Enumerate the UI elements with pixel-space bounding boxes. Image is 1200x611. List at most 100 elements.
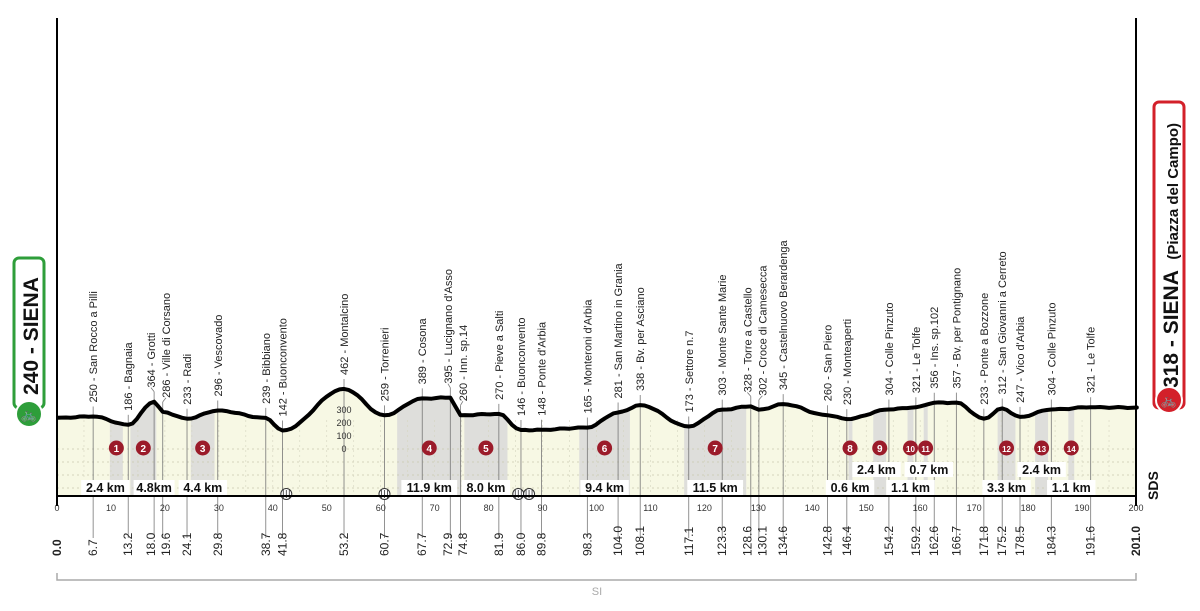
sector-length: 1.1 km (891, 481, 930, 495)
sector-number: 2 (141, 444, 147, 455)
elevation-profile (56, 386, 1139, 433)
sector-length-bg (1017, 462, 1066, 477)
place-label: 364 - Grotti (146, 333, 158, 388)
sector-marker-1: 1 2.4 km (81, 440, 130, 495)
place-label: 304 - Colle Pinzuto (884, 303, 896, 396)
sector-length-bg (982, 480, 1031, 495)
level-crossing-icon (378, 488, 391, 500)
sector-number: 10 (906, 445, 915, 454)
km-label: 19.6 (159, 532, 173, 556)
km-label: 159.2 (909, 526, 923, 556)
sector-marker-7: 7 11.5 km (687, 440, 744, 495)
place-label: 239 - Bibbiano (261, 333, 273, 404)
km-label: 130.1 (755, 526, 769, 556)
sector-length: 2.4 km (857, 463, 896, 477)
km-label: 166.7 (949, 526, 963, 556)
place-label: 250 - San Rocco a Pilli (88, 291, 100, 402)
sector-number: 9 (877, 444, 883, 455)
km-label: 74.8 (456, 532, 470, 556)
sector-length: 8.0 km (466, 481, 505, 495)
sector-marker-2: 2 4.8km (133, 440, 175, 495)
place-label: 321 - Le Tolfe (911, 327, 923, 393)
place-label: 357 - Bv. per Pontignano (951, 268, 963, 389)
level-crossing-icon (280, 488, 293, 500)
sector-length: 3.3 km (987, 481, 1026, 495)
level-crossing-icon (523, 488, 536, 500)
sector-marker-8: 8 0.6 km (825, 440, 875, 495)
sector-number-badge (135, 440, 151, 456)
sky-mask (57, 380, 1137, 431)
sector-number-badge (872, 440, 888, 456)
sector-marker-11: 11 0.7 km (904, 440, 954, 477)
leader-line-jog (150, 387, 155, 392)
km-label: 142.8 (820, 526, 834, 556)
place-label: 173 - Settore n.7 (684, 331, 696, 413)
sector-length-bg (886, 480, 935, 495)
elevation-scale-label: 300 (336, 405, 351, 415)
elevation-scale-label: 0 (342, 444, 347, 454)
km-label: 0.0 (50, 539, 64, 556)
km-labels: 0.0 6.7 13.2 18.0 19.6 24.1 29.8 38.7 41.8 53.2 60… (50, 526, 1143, 556)
place-label: 260 - Inn. sp.14 (458, 325, 470, 401)
bracket-label: SI (592, 586, 602, 598)
sector-number-badge (842, 440, 858, 456)
km-label: 29.8 (211, 532, 225, 556)
place-label: 286 - Ville di Corsano (161, 293, 173, 398)
place-label: 146 - Buonconvento (516, 318, 528, 416)
place-label: 356 - Ins. sp.102 (929, 307, 941, 389)
place-label: 247 - Vico d'Arbia (1015, 316, 1027, 403)
km-label: 178.5 (1013, 526, 1027, 556)
km-label: 162.6 (927, 526, 941, 556)
x-tick-label: 60 (376, 503, 386, 513)
sector-marker-9: 9 2.4 km (852, 440, 901, 477)
km-label: 175.2 (995, 526, 1009, 556)
sector-number-badge (108, 440, 124, 456)
sector-marker-14: 14 1.1 km (1047, 440, 1096, 495)
sector-length: 0.6 km (831, 481, 870, 495)
finish-cyclist-glyph: 🚲 (1161, 393, 1177, 408)
km-label: 81.9 (492, 532, 506, 556)
place-label: 296 - Vescovado (213, 315, 225, 397)
sector-length: 9.4 km (585, 481, 624, 495)
start-cyclist-icon (15, 400, 43, 428)
km-label: 154.2 (882, 526, 896, 556)
sector-length-bg (687, 480, 744, 495)
x-tick-label: 40 (268, 503, 278, 513)
sector-number: 8 (847, 444, 853, 455)
frame (56, 18, 1137, 506)
km-label: 53.2 (337, 532, 351, 556)
km-label: 104.0 (611, 526, 625, 556)
sector-number: 3 (200, 444, 206, 455)
x-tick-label: 50 (322, 503, 332, 513)
sector-length: 4.8km (136, 481, 171, 495)
km-label: 134.6 (776, 526, 790, 556)
place-label: 260 - San Piero (822, 325, 834, 401)
sector-number-badge (478, 440, 494, 456)
sector-marker-12: 12 3.3 km (982, 440, 1031, 495)
x-tick-label: 140 (805, 503, 820, 513)
km-label: 191.6 (1084, 526, 1098, 556)
sector-marker-6: 6 9.4 km (580, 440, 629, 495)
sector-number-badge (707, 440, 723, 456)
sector-number: 11 (921, 445, 930, 454)
place-label: 281 - San Martino in Grania (613, 262, 625, 398)
leader-line-jog (162, 397, 167, 403)
km-label: 108.1 (633, 526, 647, 556)
place-labels: 250 - San Rocco a Pilli 186 - Bagnaia 364 … (88, 239, 1098, 416)
finish-sublabel: (Piazza del Campo) (1165, 123, 1182, 260)
place-label: 233 - Ponte a Bozzone (979, 293, 991, 405)
sector-length-bg (461, 480, 511, 495)
sector-length-bg (852, 462, 901, 477)
sector-length-bg (904, 462, 954, 477)
km-label: 201.0 (1129, 526, 1143, 556)
x-tick-label: 120 (697, 503, 712, 513)
sector-length: 2.4 km (86, 481, 125, 495)
x-tick-label: 0 (54, 503, 59, 513)
sector-marker-10: 10 1.1 km (886, 440, 935, 495)
svg-text:318 - SIENA (Piazza del: 318 - SIENA (Piazza del Campo) (1160, 123, 1183, 388)
place-label: 259 - Torrenieri (379, 328, 391, 402)
sector-length-bg (178, 480, 228, 495)
km-label: 72.9 (441, 532, 455, 556)
x-tick-label: 100 (589, 503, 604, 513)
